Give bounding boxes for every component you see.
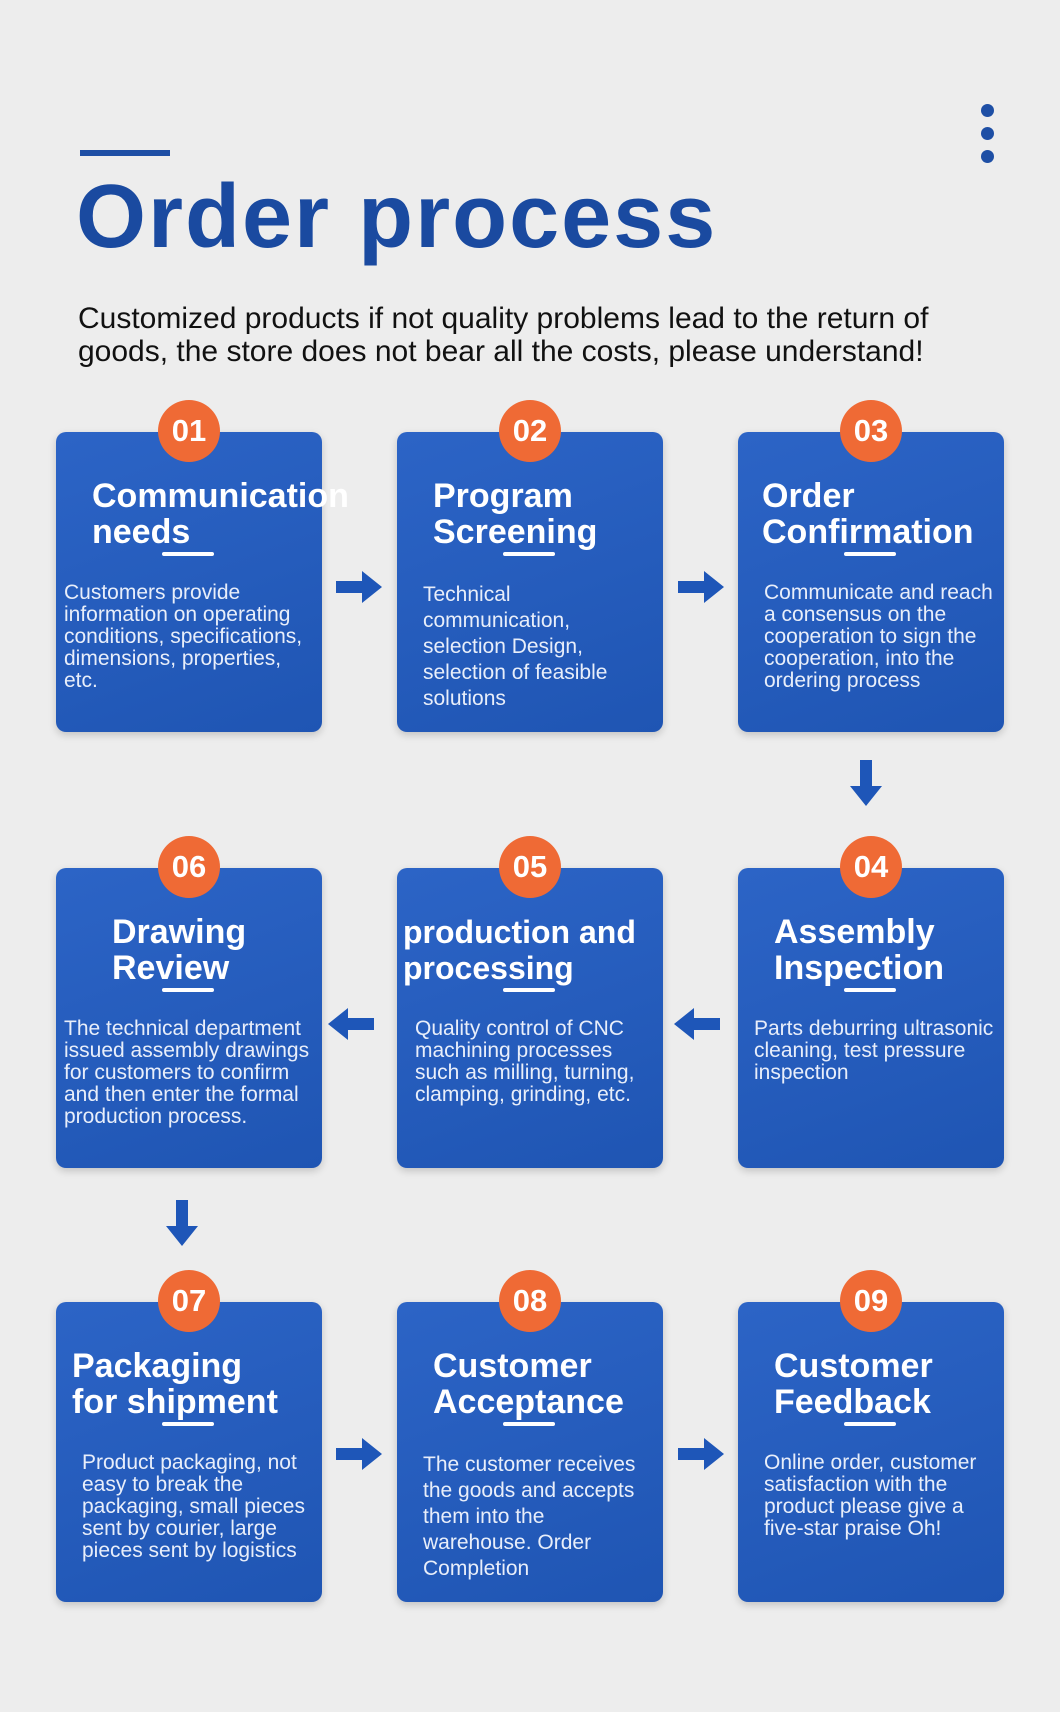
step-card-06: 06 Drawing Review The technical departme… <box>56 836 322 1168</box>
step-number-badge: 08 <box>499 1270 561 1332</box>
arrow-left-icon <box>328 1008 374 1040</box>
step-number-badge: 07 <box>158 1270 220 1332</box>
step-card-02: 02 Program Screening Technical communica… <box>397 400 663 732</box>
step-number-badge: 04 <box>840 836 902 898</box>
title-underline <box>162 988 214 992</box>
arrow-left-icon <box>674 1008 720 1040</box>
title-underline <box>503 1422 555 1426</box>
step-description: Communicate and reach a consensus on the… <box>764 581 993 692</box>
step-card-01: 01 Communication needs Customers provide… <box>56 400 349 732</box>
step-title: Program Screening <box>433 477 598 551</box>
return-policy-notice: Customized products if not quality probl… <box>78 302 929 368</box>
more-options-icon[interactable] <box>976 104 998 168</box>
step-number-badge: 03 <box>840 400 902 462</box>
step-description: Online order, customer satisfaction with… <box>764 1451 977 1540</box>
step-card-05: 05 production and processing Quality con… <box>397 836 663 1168</box>
title-underline <box>503 988 555 992</box>
arrow-down-icon <box>850 760 882 806</box>
title-underline <box>162 552 214 556</box>
step-description: Customers provide information on operati… <box>64 581 303 692</box>
step-card-03: 03 Order Confirmation Communicate and re… <box>738 400 1004 732</box>
arrow-down-icon <box>166 1200 198 1246</box>
step-card-07: 07 Packaging for shipment Product packag… <box>56 1270 322 1602</box>
arrow-right-icon <box>336 571 382 603</box>
title-accent-bar <box>80 150 170 156</box>
step-number-badge: 06 <box>158 836 220 898</box>
step-description: Parts deburring ultrasonic cleaning, tes… <box>754 1017 994 1084</box>
step-card-08: 08 Customer Acceptance The customer rece… <box>397 1270 663 1602</box>
step-title: Packaging for shipment <box>72 1347 278 1421</box>
step-description: Quality control of CNC machining process… <box>415 1017 635 1106</box>
step-title: Customer Feedback <box>774 1347 933 1421</box>
step-title: Assembly Inspection <box>774 913 945 987</box>
step-card-09: 09 Customer Feedback Online order, custo… <box>738 1270 1004 1602</box>
step-description: Technical communication, selection Desig… <box>423 583 608 710</box>
step-title: Communication needs <box>92 477 349 551</box>
step-description: Product packaging, not easy to break the… <box>82 1451 305 1562</box>
title-underline <box>844 1422 896 1426</box>
title-underline <box>162 1422 214 1426</box>
title-underline <box>844 552 896 556</box>
step-title: Drawing Review <box>112 913 247 987</box>
step-description: The customer receives the goods and acce… <box>423 1453 636 1580</box>
step-number-badge: 02 <box>499 400 561 462</box>
step-description: The technical department issued assembly… <box>64 1017 310 1128</box>
step-title: Order Confirmation <box>762 477 974 551</box>
page-title: Order process <box>76 167 718 267</box>
arrow-right-icon <box>336 1438 382 1470</box>
arrow-right-icon <box>678 571 724 603</box>
title-underline <box>503 552 555 556</box>
step-title: Customer Acceptance <box>433 1347 624 1421</box>
step-card-04: 04 Assembly Inspection Parts deburring u… <box>738 836 1004 1168</box>
step-number-badge: 01 <box>158 400 220 462</box>
step-title: production and processing <box>403 914 636 986</box>
step-number-badge: 05 <box>499 836 561 898</box>
title-underline <box>844 988 896 992</box>
step-number-badge: 09 <box>840 1270 902 1332</box>
arrow-right-icon <box>678 1438 724 1470</box>
